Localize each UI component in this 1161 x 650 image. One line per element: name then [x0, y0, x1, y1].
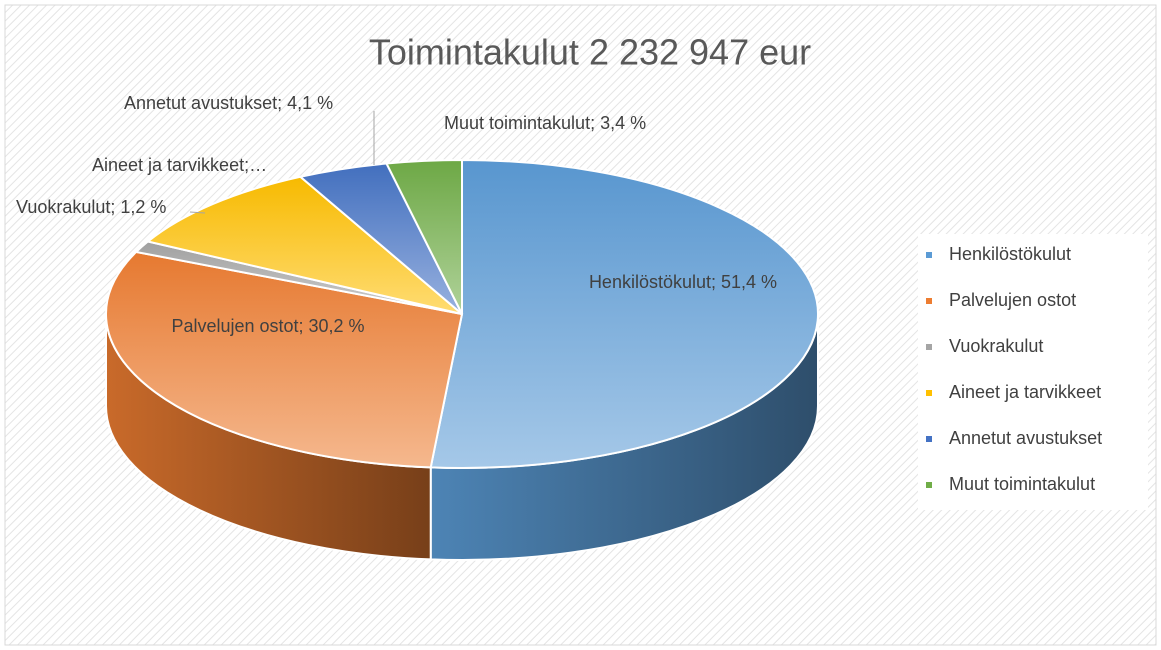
data-label: Palvelujen ostot; 30,2 %: [171, 316, 364, 336]
legend-marker: [926, 482, 932, 488]
legend-label: Vuokrakulut: [949, 336, 1043, 356]
data-label: Annetut avustukset; 4,1 %: [124, 93, 333, 113]
pie-slice: [429, 158, 819, 469]
data-label: Vuokrakulut; 1,2 %: [16, 197, 166, 217]
legend-background: [918, 234, 1148, 510]
data-label: Muut toimintakulut; 3,4 %: [444, 113, 646, 133]
leader-line: [189, 211, 206, 214]
legend-label: Aineet ja tarvikkeet: [949, 382, 1101, 402]
pie-slice: [145, 175, 463, 315]
legend-marker: [926, 298, 932, 304]
pie-slice: [384, 158, 463, 315]
legend-label: Henkilöstökulut: [949, 244, 1071, 264]
legend-label: Annetut avustukset: [949, 428, 1102, 448]
legend-marker: [926, 390, 932, 396]
legend-label: Muut toimintakulut: [949, 474, 1095, 494]
pie-slice: [105, 250, 464, 469]
chart-title: Toimintakulut 2 232 947 eur: [369, 32, 811, 73]
legend-label: Palvelujen ostot: [949, 290, 1076, 310]
legend-marker: [926, 344, 932, 350]
data-label: Henkilöstökulut; 51,4 %: [589, 272, 777, 292]
data-label: Aineet ja tarvikkeet;…: [92, 155, 267, 175]
legend-marker: [926, 436, 932, 442]
legend-marker: [926, 252, 932, 258]
